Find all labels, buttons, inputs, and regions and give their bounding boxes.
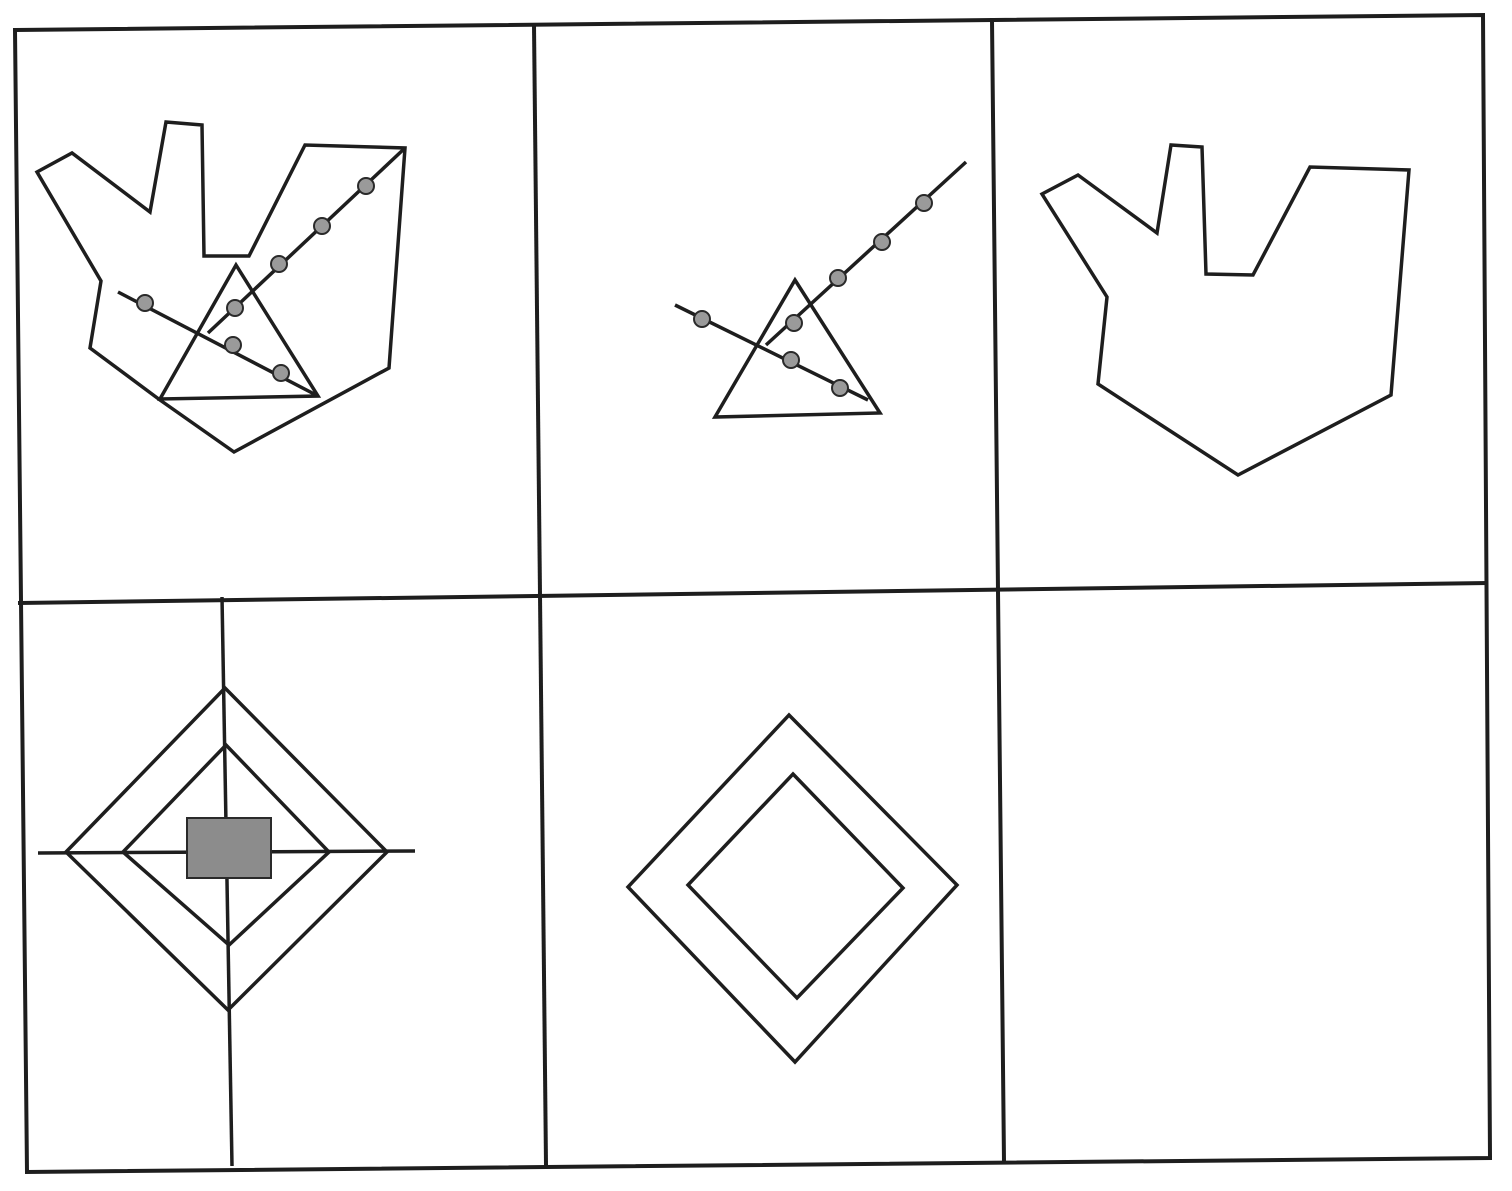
cell-1-1 bbox=[34, 120, 407, 455]
diamond bbox=[685, 771, 906, 1001]
triangle bbox=[156, 261, 322, 401]
cell-2-1 bbox=[37, 596, 416, 1167]
dot bbox=[226, 299, 244, 317]
irregular-polygon bbox=[34, 120, 407, 455]
irregular-polygon bbox=[1039, 143, 1411, 478]
cell-1-2 bbox=[674, 160, 968, 419]
dot bbox=[136, 294, 154, 312]
crosshair-vertical bbox=[220, 596, 234, 1167]
dot bbox=[873, 233, 891, 251]
gray-square bbox=[186, 817, 272, 879]
cell-2-2 bbox=[625, 712, 960, 1065]
dot bbox=[313, 217, 331, 235]
cell-1-3 bbox=[1039, 143, 1411, 478]
dot bbox=[829, 269, 847, 287]
triangle bbox=[711, 276, 884, 419]
dot bbox=[270, 255, 288, 273]
diamond bbox=[625, 712, 960, 1065]
dotted-line bbox=[764, 160, 968, 347]
dot bbox=[782, 351, 800, 369]
dot bbox=[831, 379, 849, 397]
dot bbox=[785, 314, 803, 332]
grid-divider-horizontal bbox=[17, 580, 1489, 606]
dot bbox=[272, 364, 290, 382]
dot bbox=[224, 336, 242, 354]
dot bbox=[915, 194, 933, 212]
dot-group bbox=[693, 194, 933, 397]
dot bbox=[357, 177, 375, 195]
dot bbox=[693, 310, 711, 328]
dot-group bbox=[136, 177, 375, 382]
